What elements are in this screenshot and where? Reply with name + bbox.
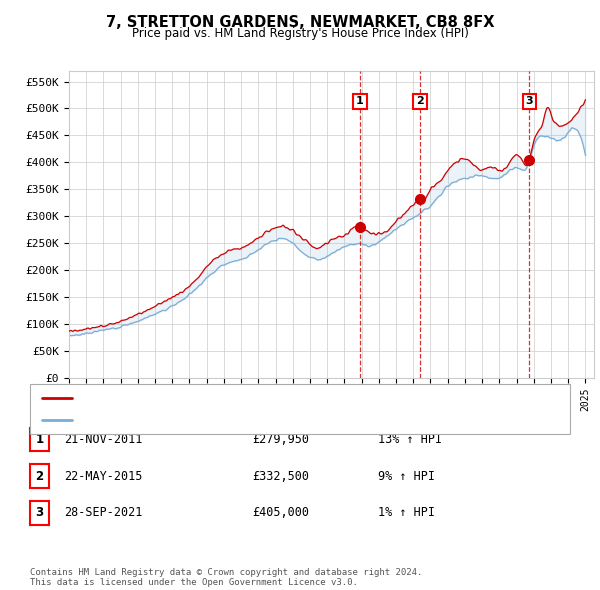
Text: 1% ↑ HPI: 1% ↑ HPI — [378, 506, 435, 519]
Text: £405,000: £405,000 — [252, 506, 309, 519]
Text: 3: 3 — [526, 97, 533, 106]
Text: 1: 1 — [356, 97, 364, 106]
Text: 22-MAY-2015: 22-MAY-2015 — [64, 470, 143, 483]
Text: Price paid vs. HM Land Registry's House Price Index (HPI): Price paid vs. HM Land Registry's House … — [131, 27, 469, 40]
Text: 1: 1 — [35, 433, 44, 446]
Text: HPI: Average price, detached house, East Cambridgeshire: HPI: Average price, detached house, East… — [84, 415, 428, 425]
Text: 21-NOV-2011: 21-NOV-2011 — [64, 433, 143, 446]
Text: £279,950: £279,950 — [252, 433, 309, 446]
Text: 7, STRETTON GARDENS, NEWMARKET, CB8 8FX (detached house): 7, STRETTON GARDENS, NEWMARKET, CB8 8FX … — [84, 392, 434, 402]
Text: 28-SEP-2021: 28-SEP-2021 — [64, 506, 143, 519]
Text: 2: 2 — [416, 97, 424, 106]
Text: 9% ↑ HPI: 9% ↑ HPI — [378, 470, 435, 483]
Text: 13% ↑ HPI: 13% ↑ HPI — [378, 433, 442, 446]
Text: 2: 2 — [35, 470, 44, 483]
Text: £332,500: £332,500 — [252, 470, 309, 483]
Text: 7, STRETTON GARDENS, NEWMARKET, CB8 8FX: 7, STRETTON GARDENS, NEWMARKET, CB8 8FX — [106, 15, 494, 30]
Text: 3: 3 — [35, 506, 44, 519]
Text: Contains HM Land Registry data © Crown copyright and database right 2024.
This d: Contains HM Land Registry data © Crown c… — [30, 568, 422, 587]
